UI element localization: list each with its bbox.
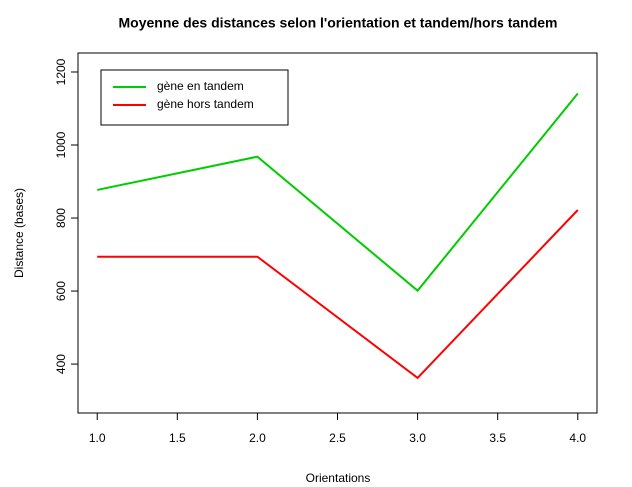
data-line	[97, 209, 579, 380]
x-tick-label: 1.5	[169, 431, 186, 445]
x-tick-label: 3.5	[489, 431, 506, 445]
x-tick-label: 2.5	[329, 431, 346, 445]
y-tick-label: 800	[54, 208, 68, 228]
chart-title: Moyenne des distances selon l'orientatio…	[119, 15, 558, 31]
y-axis-label: Distance (bases)	[12, 188, 26, 278]
y-tick-label: 1000	[54, 131, 68, 158]
data-line	[97, 92, 579, 293]
y-tick-label: 600	[54, 281, 68, 301]
y-tick-label: 1200	[54, 58, 68, 85]
y-tick-label: 400	[54, 354, 68, 374]
x-tick-label: 4.0	[569, 431, 586, 445]
legend-box	[100, 69, 289, 126]
x-tick-label: 3.0	[409, 431, 426, 445]
x-axis-label: Orientations	[306, 471, 371, 485]
x-tick-label: 2.0	[249, 431, 266, 445]
x-tick-label: 1.0	[89, 431, 106, 445]
legend-label: gène en tandem	[157, 79, 244, 93]
legend-label: gène hors tandem	[157, 97, 254, 111]
